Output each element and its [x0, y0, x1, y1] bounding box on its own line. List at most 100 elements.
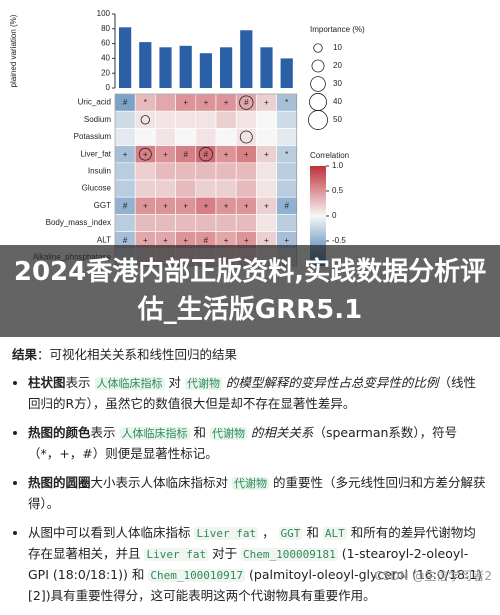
heat-cell — [175, 110, 197, 129]
heat-cell — [155, 162, 176, 181]
text-run: 的模型解释的变异性占总变异性的比例 — [221, 375, 439, 390]
heat-cell — [235, 110, 257, 129]
article: 结果：可视化相关关系和线性回归的结果柱状图表示 人体临床指标 对 代谢物 的模型… — [0, 345, 500, 615]
bar — [139, 42, 152, 88]
legend-label: 10 — [333, 43, 342, 52]
heat-cell — [175, 128, 197, 146]
heat-cell — [215, 110, 237, 129]
heat-cell — [195, 214, 217, 232]
importance-circle — [239, 130, 253, 144]
row-label: GGT — [94, 201, 111, 210]
legend-title: Importance (%) — [310, 25, 365, 34]
row-label: Potassium — [74, 132, 112, 141]
text-run: 和所有的差异代谢物均存在显著相关，并且 — [28, 525, 476, 561]
colorbar — [310, 166, 326, 266]
significance-symbol: + — [224, 236, 229, 245]
significance-symbol: # — [244, 98, 249, 107]
significance-symbol: # — [284, 201, 289, 210]
legend-label: 50 — [333, 115, 342, 124]
significance-symbol: + — [244, 150, 249, 159]
y-tick-label: 100 — [97, 9, 111, 18]
significance-symbol: + — [163, 201, 168, 210]
bar — [280, 58, 293, 88]
significance-symbol: + — [244, 236, 249, 245]
y-tick-label: 40 — [101, 54, 110, 63]
text-run: 从图中可以看到人体临床指标 — [28, 525, 195, 540]
text-run: （线性回归的R方），虽然它的数值很大但是却不存在显著性差异。 — [28, 375, 476, 411]
heat-cell — [134, 128, 156, 146]
text-run: 热图的颜色 — [28, 425, 91, 440]
heat-cell — [215, 128, 237, 146]
heat-cell — [276, 214, 298, 232]
significance-symbol: + — [224, 201, 229, 210]
heat-cell — [155, 128, 176, 146]
text-run: 表示 — [65, 375, 95, 390]
banner: 2024香港内部正版资料,实践数据分析评估_生活版GRR5.1 — [0, 245, 500, 337]
text-run: 大小表示人体临床指标对 — [90, 475, 232, 490]
significance-symbol: + — [143, 201, 148, 210]
heat-cell — [235, 162, 257, 181]
heat-cell — [175, 162, 197, 181]
bar — [240, 30, 253, 89]
legend-label: 20 — [333, 61, 342, 70]
text-run: 对 — [164, 375, 185, 390]
significance-symbol: # — [123, 98, 128, 107]
row-label: Insulin — [88, 167, 111, 176]
significance-symbol: + — [204, 201, 209, 210]
text-run: ：可视化相关关系和线性回归的结果 — [37, 347, 238, 362]
bar — [119, 27, 132, 88]
significance-symbol: # — [183, 150, 188, 159]
text-run: 柱状图 — [28, 375, 66, 390]
legend-circle — [308, 110, 328, 130]
heat-cell — [276, 128, 298, 146]
significance-symbol: + — [183, 201, 188, 210]
heat-cell — [256, 110, 277, 129]
heat-cell — [215, 214, 237, 232]
significance-symbol: + — [163, 236, 168, 245]
heat-cell — [155, 93, 176, 112]
text-run: 人体临床指标 — [94, 377, 165, 390]
text-run: Liver fat — [194, 527, 259, 540]
text-run: 人体临床指标 — [119, 427, 190, 440]
y-tick-label: 80 — [101, 24, 110, 33]
heat-cell — [155, 110, 176, 129]
heat-cell — [175, 214, 197, 232]
row-label: Liver_fat — [80, 149, 111, 158]
heat-cell — [235, 214, 257, 232]
significance-symbol: + — [224, 98, 229, 107]
text-run: 表示 — [90, 425, 120, 440]
bar — [220, 47, 233, 88]
importance-circle — [239, 95, 254, 110]
heat-cell — [256, 128, 277, 146]
heat-cell — [215, 162, 237, 181]
colorbar-tick-label: -0.5 — [332, 236, 346, 245]
significance-symbol: + — [264, 201, 269, 210]
legend-circle — [313, 43, 323, 53]
colorbar-tick-label: 1.0 — [332, 161, 344, 170]
text-run: Chem_100009181 — [241, 548, 338, 561]
text-run: 代谢物 — [184, 377, 222, 390]
importance-circle — [198, 147, 214, 162]
heat-cell — [114, 214, 136, 232]
row-label: Uric_acid — [78, 98, 111, 107]
row-label: ALT — [97, 235, 111, 244]
importance-circle — [140, 115, 150, 125]
significance-symbol: + — [264, 150, 269, 159]
text-run: Chem_100010917 — [148, 569, 246, 582]
text-run: 的重要性（多元线性回归和方差分解获得）。 — [28, 475, 486, 511]
text-run: （spearman系数），符号（*，+，#）则便是显著性标记。 — [28, 425, 458, 461]
bar — [179, 45, 192, 88]
significance-symbol: + — [183, 236, 188, 245]
bar — [199, 53, 212, 88]
legend-circle — [311, 59, 325, 73]
heat-cell — [155, 179, 176, 198]
watermark: CSDN @生信学习者2 — [374, 569, 492, 583]
heat-cell — [114, 110, 136, 129]
colorbar-tick-label: 0.5 — [332, 186, 344, 195]
heat-cell — [256, 214, 277, 232]
text-run: 结果 — [12, 347, 38, 362]
bar — [159, 47, 172, 88]
y-tick-label: 20 — [101, 68, 110, 77]
text-run: 对于 — [208, 546, 242, 561]
significance-symbol: * — [285, 98, 288, 107]
